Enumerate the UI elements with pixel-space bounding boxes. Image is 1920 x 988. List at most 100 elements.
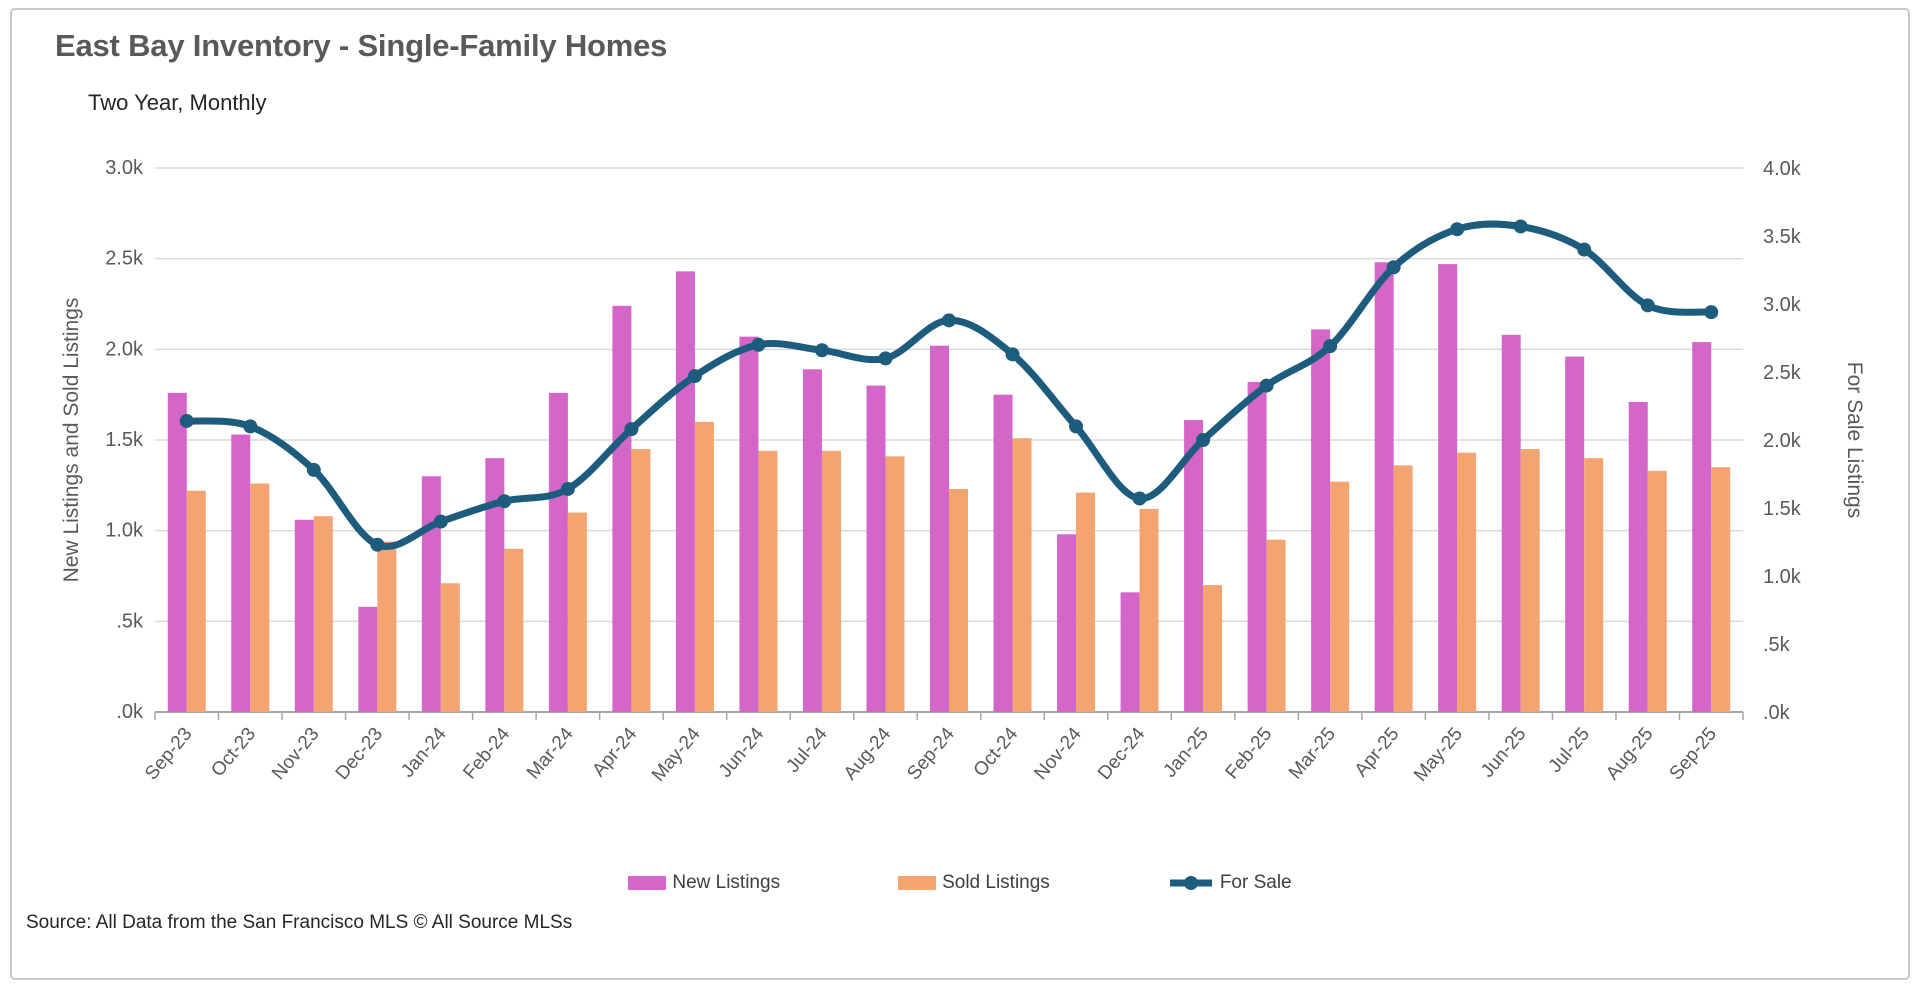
bar-sold-listings[interactable]	[1711, 467, 1731, 712]
right-axis-tick-label: 1.5k	[1763, 498, 1802, 520]
legend-item-for-sale[interactable]: For Sale	[1168, 872, 1292, 894]
for-sale-point[interactable]	[1323, 339, 1338, 354]
bar-new-listings[interactable]	[1311, 329, 1331, 712]
bar-new-listings[interactable]	[1438, 264, 1458, 712]
for-sale-point[interactable]	[1259, 378, 1274, 393]
bar-new-listings[interactable]	[802, 369, 822, 712]
right-axis-tick-label: 1.0k	[1763, 566, 1802, 588]
legend-item-new-listings[interactable]: New Listings	[628, 872, 780, 894]
left-axis-tick-label: 1.0k	[105, 520, 144, 542]
bar-sold-listings[interactable]	[1203, 585, 1223, 712]
legend-item-sold-listings[interactable]: Sold Listings	[898, 872, 1050, 894]
bar-new-listings[interactable]	[675, 271, 695, 712]
x-axis-month-label: Oct-23	[207, 724, 260, 781]
x-axis-month-label: Feb-25	[1222, 724, 1277, 784]
for-sale-point[interactable]	[243, 419, 258, 434]
bar-sold-listings[interactable]	[186, 490, 206, 712]
for-sale-point[interactable]	[1704, 305, 1719, 320]
for-sale-point[interactable]	[1069, 419, 1084, 434]
bar-sold-listings[interactable]	[1076, 492, 1096, 712]
bar-new-listings[interactable]	[739, 336, 759, 712]
bar-new-listings[interactable]	[1057, 534, 1077, 712]
bar-new-listings[interactable]	[1565, 356, 1585, 712]
bar-sold-listings[interactable]	[567, 512, 587, 712]
bar-sold-listings[interactable]	[885, 456, 905, 712]
bar-new-listings[interactable]	[930, 345, 949, 712]
bar-sold-listings[interactable]	[758, 450, 778, 712]
bar-new-listings[interactable]	[421, 476, 441, 712]
x-axis-month-label: Dec-23	[332, 724, 387, 784]
for-sale-point[interactable]	[1005, 347, 1020, 362]
bar-new-listings[interactable]	[993, 394, 1013, 712]
bar-new-listings[interactable]	[1120, 592, 1140, 712]
for-sale-point[interactable]	[1196, 433, 1211, 447]
bar-sold-listings[interactable]	[1647, 470, 1667, 712]
for-sale-point[interactable]	[878, 351, 893, 366]
x-axis-month-label: Nov-23	[268, 724, 323, 784]
source-note: Source: All Data from the San Francisco …	[26, 912, 573, 933]
bar-sold-listings[interactable]	[631, 449, 651, 712]
x-axis-month-label: Mar-25	[1285, 724, 1340, 784]
right-axis-tick-label: 4.0k	[1763, 158, 1802, 180]
bar-sold-listings[interactable]	[1584, 458, 1604, 712]
x-axis-month-label: May-24	[648, 723, 705, 785]
bar-new-listings[interactable]	[1374, 262, 1394, 712]
bar-sold-listings[interactable]	[1457, 452, 1477, 712]
for-sale-point[interactable]	[1513, 219, 1528, 234]
legend-label-sold-listings: Sold Listings	[942, 872, 1050, 893]
bar-sold-listings[interactable]	[1266, 539, 1286, 712]
for-sale-point[interactable]	[1386, 260, 1401, 275]
for-sale-point[interactable]	[942, 313, 956, 328]
for-sale-point[interactable]	[624, 422, 639, 437]
bar-new-listings[interactable]	[167, 392, 187, 712]
bar-new-listings[interactable]	[294, 519, 314, 712]
for-sale-line-swatch-icon	[1169, 876, 1212, 890]
right-axis-tick-label: 2.5k	[1763, 362, 1802, 384]
bar-new-listings[interactable]	[231, 434, 251, 712]
x-axis-month-label: Sep-25	[1666, 724, 1721, 784]
for-sale-point[interactable]	[814, 343, 829, 358]
x-axis-month-label: Jan-25	[1159, 724, 1212, 782]
for-sale-point[interactable]	[1450, 222, 1465, 237]
bar-sold-listings[interactable]	[821, 450, 841, 712]
x-axis-month-label: Oct-24	[970, 723, 1023, 781]
for-sale-point[interactable]	[560, 481, 575, 496]
bar-new-listings[interactable]	[1501, 334, 1521, 712]
bar-sold-listings[interactable]	[250, 483, 270, 712]
for-sale-point[interactable]	[1577, 242, 1592, 257]
bar-new-listings[interactable]	[485, 458, 505, 712]
bar-new-listings[interactable]	[358, 606, 378, 712]
bar-new-listings[interactable]	[1628, 401, 1648, 712]
bar-sold-listings[interactable]	[694, 421, 714, 712]
bar-sold-listings[interactable]	[504, 548, 524, 712]
bar-sold-listings[interactable]	[1393, 465, 1413, 712]
bar-new-listings[interactable]	[1247, 381, 1267, 712]
chart-title: East Bay Inventory - Single-Family Homes	[55, 28, 668, 63]
bar-new-listings[interactable]	[1184, 420, 1204, 712]
bar-sold-listings[interactable]	[1330, 481, 1350, 712]
for-sale-point[interactable]	[1132, 491, 1147, 506]
bar-sold-listings[interactable]	[1012, 438, 1032, 712]
bar-sold-listings[interactable]	[440, 583, 460, 712]
for-sale-point[interactable]	[497, 494, 512, 509]
bar-sold-listings[interactable]	[313, 516, 333, 712]
for-sale-point[interactable]	[370, 537, 385, 552]
bar-new-listings[interactable]	[1692, 342, 1712, 712]
bar-new-listings[interactable]	[548, 392, 568, 712]
for-sale-point[interactable]	[306, 462, 321, 477]
for-sale-point[interactable]	[1640, 298, 1655, 313]
for-sale-point[interactable]	[179, 413, 194, 428]
for-sale-point[interactable]	[433, 514, 448, 529]
sold-listings-swatch-icon	[898, 876, 937, 890]
legend-label-for-sale: For Sale	[1219, 872, 1292, 893]
bar-sold-listings[interactable]	[1139, 508, 1159, 712]
bar-new-listings[interactable]	[612, 305, 632, 712]
bar-new-listings[interactable]	[866, 385, 886, 712]
bar-sold-listings[interactable]	[377, 541, 397, 712]
bar-sold-listings[interactable]	[949, 488, 968, 712]
for-sale-point[interactable]	[751, 337, 766, 352]
x-axis-month-label: Dec-24	[1094, 723, 1150, 784]
x-axis-month-label: Apr-24	[588, 723, 641, 781]
bar-sold-listings[interactable]	[1520, 449, 1540, 712]
for-sale-point[interactable]	[687, 369, 702, 384]
